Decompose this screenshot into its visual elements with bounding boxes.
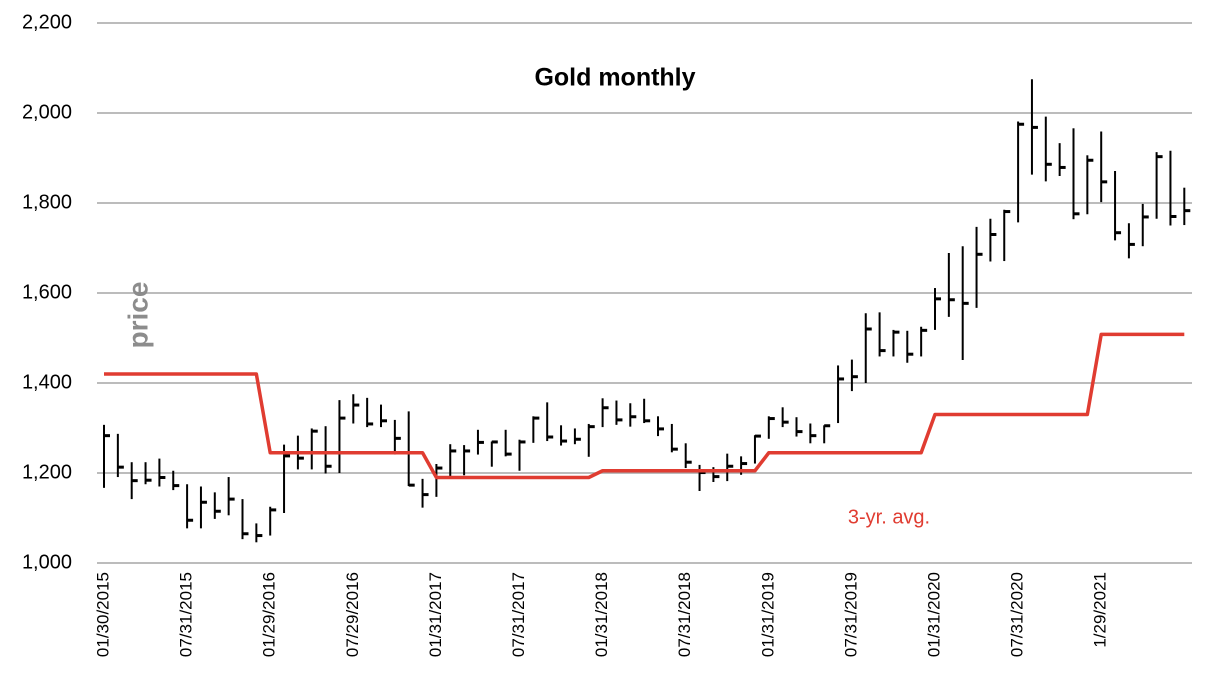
x-tick-label: 07/31/2017 [509, 572, 528, 657]
x-tick-label: 07/31/2018 [675, 572, 694, 657]
y-tick-label: 2,000 [22, 101, 72, 123]
x-tick-label: 01/31/2017 [426, 572, 445, 657]
y-tick-label: 1,600 [22, 281, 72, 303]
y-tick-label: 1,400 [22, 371, 72, 393]
y-tick-label: 1,000 [22, 551, 72, 573]
average-line [104, 332, 1185, 480]
y-tick-label: 1,800 [22, 191, 72, 213]
series-label: 3-yr. avg. [848, 506, 930, 528]
x-tick-label: 07/31/2019 [841, 572, 860, 657]
x-tick-label: 07/29/2016 [343, 572, 362, 657]
chart-title: Gold monthly [534, 64, 695, 92]
x-tick-label: 01/29/2016 [260, 572, 279, 657]
x-tick-label: 01/31/2019 [758, 572, 777, 657]
x-tick-label: 07/31/2015 [177, 572, 196, 657]
x-tick-label: 01/31/2020 [924, 572, 943, 657]
y-tick-label: 1,200 [22, 461, 72, 483]
x-tick-label: 01/31/2018 [592, 572, 611, 657]
y-tick-label: 2,200 [22, 11, 72, 33]
x-tick-label: 07/31/2020 [1008, 572, 1027, 657]
x-tick-label: 01/30/2015 [93, 572, 112, 657]
x-tick-label: 1/29/2021 [1091, 572, 1110, 648]
series-label: price [122, 282, 153, 349]
